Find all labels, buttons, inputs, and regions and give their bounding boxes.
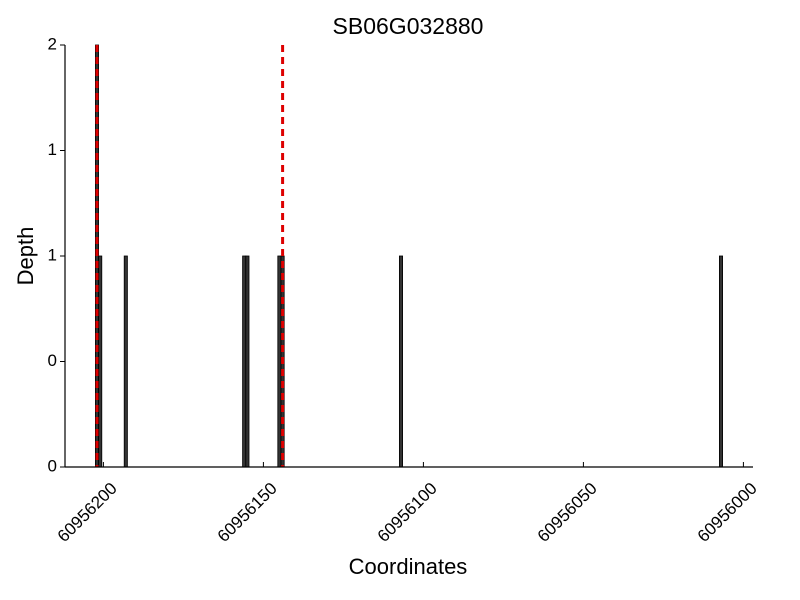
bar xyxy=(277,255,282,468)
chart-title: SB06G032880 xyxy=(333,13,484,39)
bar xyxy=(123,255,128,468)
bar xyxy=(398,255,403,468)
x-tick-label: 60956200 xyxy=(54,479,121,546)
x-tick-label: 60956100 xyxy=(374,479,441,546)
bar xyxy=(242,255,247,468)
x-tick-label: 60956000 xyxy=(694,479,761,546)
y-tick-label: 1 xyxy=(48,140,57,159)
x-axis-label: Coordinates xyxy=(349,554,468,579)
y-axis-label: Depth xyxy=(13,227,38,286)
bar xyxy=(245,255,250,468)
x-tick-label: 60956050 xyxy=(534,479,601,546)
y-tick-label: 0 xyxy=(48,351,57,370)
y-tick-label: 1 xyxy=(48,245,57,264)
y-tick-label: 0 xyxy=(48,456,57,475)
y-tick-label: 2 xyxy=(48,34,57,53)
bar xyxy=(98,255,103,468)
bar xyxy=(719,255,724,468)
x-tick-label: 60956150 xyxy=(214,479,281,546)
